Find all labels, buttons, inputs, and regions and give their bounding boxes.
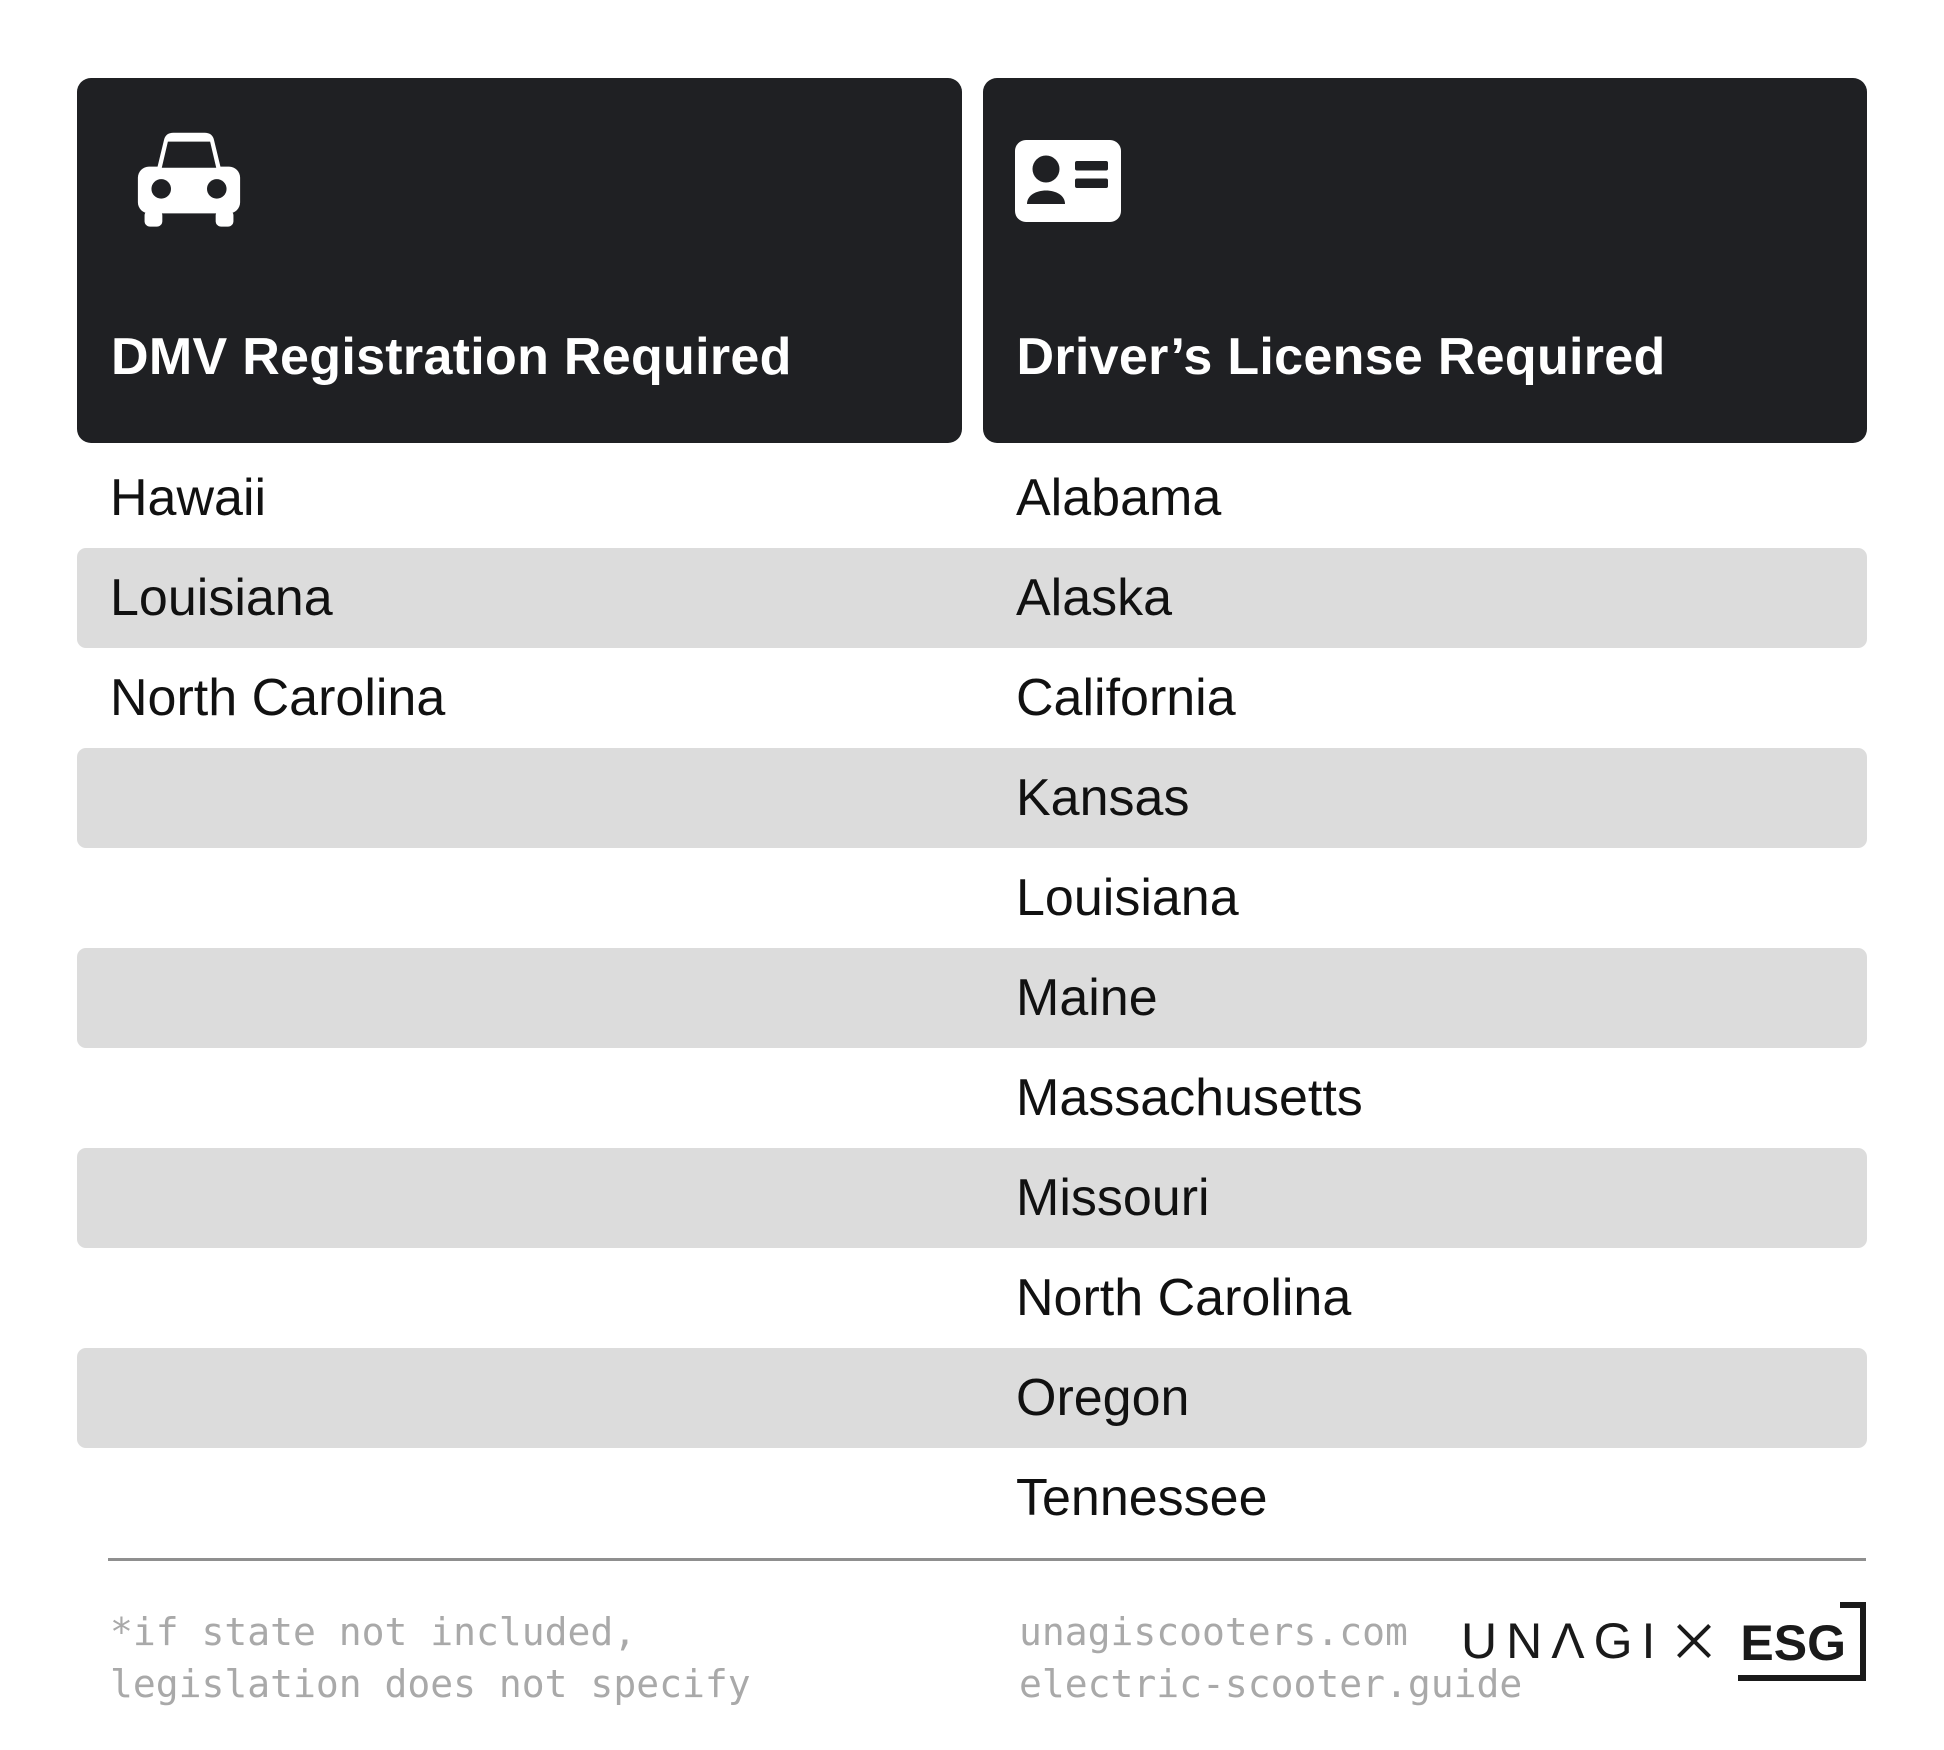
column-title-dmv: DMV Registration Required bbox=[111, 328, 792, 386]
table-row: North Carolina bbox=[77, 1248, 1867, 1348]
license-state: Massachusetts bbox=[1016, 1069, 1363, 1127]
license-state: Kansas bbox=[1016, 769, 1190, 827]
license-state: Louisiana bbox=[1016, 869, 1239, 927]
license-state: North Carolina bbox=[1016, 1269, 1352, 1327]
unagi-wordmark: UNΛGI bbox=[1461, 1613, 1665, 1669]
license-state: Maine bbox=[1016, 969, 1158, 1027]
dmv-state: Hawaii bbox=[110, 469, 267, 527]
table-row: North Carolina California bbox=[77, 648, 1867, 748]
license-state: California bbox=[1016, 669, 1236, 727]
license-state: Alaska bbox=[1016, 569, 1173, 627]
footnote-line: *if state not included, bbox=[110, 1610, 637, 1654]
dmv-state: North Carolina bbox=[110, 669, 446, 727]
table-row: Louisiana bbox=[77, 848, 1867, 948]
source-link: electric-scooter.guide bbox=[1019, 1662, 1523, 1706]
table-row: Louisiana Alaska bbox=[77, 548, 1867, 648]
footer-divider bbox=[108, 1558, 1866, 1561]
source-links: unagiscooters.com electric-scooter.guide bbox=[1019, 1606, 1522, 1710]
source-link: unagiscooters.com bbox=[1019, 1610, 1408, 1654]
table-row: Oregon bbox=[77, 1348, 1867, 1448]
table-row: Missouri bbox=[77, 1148, 1867, 1248]
dmv-state: Louisiana bbox=[110, 569, 333, 627]
table-row: Maine bbox=[77, 948, 1867, 1048]
license-state: Alabama bbox=[1016, 469, 1222, 527]
state-table: Hawaii Alabama Louisiana Alaska North Ca… bbox=[77, 448, 1867, 1548]
column-title-license: Driver’s License Required bbox=[1016, 328, 1666, 386]
car-icon bbox=[137, 132, 241, 227]
license-state: Oregon bbox=[1016, 1369, 1190, 1427]
header-cards: DMV Registration Required Driver’s Licen… bbox=[77, 78, 1867, 443]
id-card-icon bbox=[1014, 140, 1121, 222]
table-row: Tennessee bbox=[77, 1448, 1867, 1548]
license-state: Tennessee bbox=[1016, 1469, 1268, 1527]
header-card-drivers-license: Driver’s License Required bbox=[982, 78, 1867, 443]
table-row: Kansas bbox=[77, 748, 1867, 848]
footnote-line: legislation does not specify bbox=[110, 1662, 751, 1706]
license-state: Missouri bbox=[1016, 1169, 1210, 1227]
footnote: *if state not included, legislation does… bbox=[110, 1606, 751, 1710]
table-row: Massachusetts bbox=[77, 1048, 1867, 1148]
table-row: Hawaii Alabama bbox=[77, 448, 1867, 548]
brand-logo: UNΛGI ESG bbox=[1461, 1598, 1866, 1684]
esg-wordmark: ESG bbox=[1738, 1601, 1866, 1681]
header-card-dmv-registration: DMV Registration Required bbox=[77, 78, 962, 443]
x-mark-icon bbox=[1674, 1619, 1714, 1663]
